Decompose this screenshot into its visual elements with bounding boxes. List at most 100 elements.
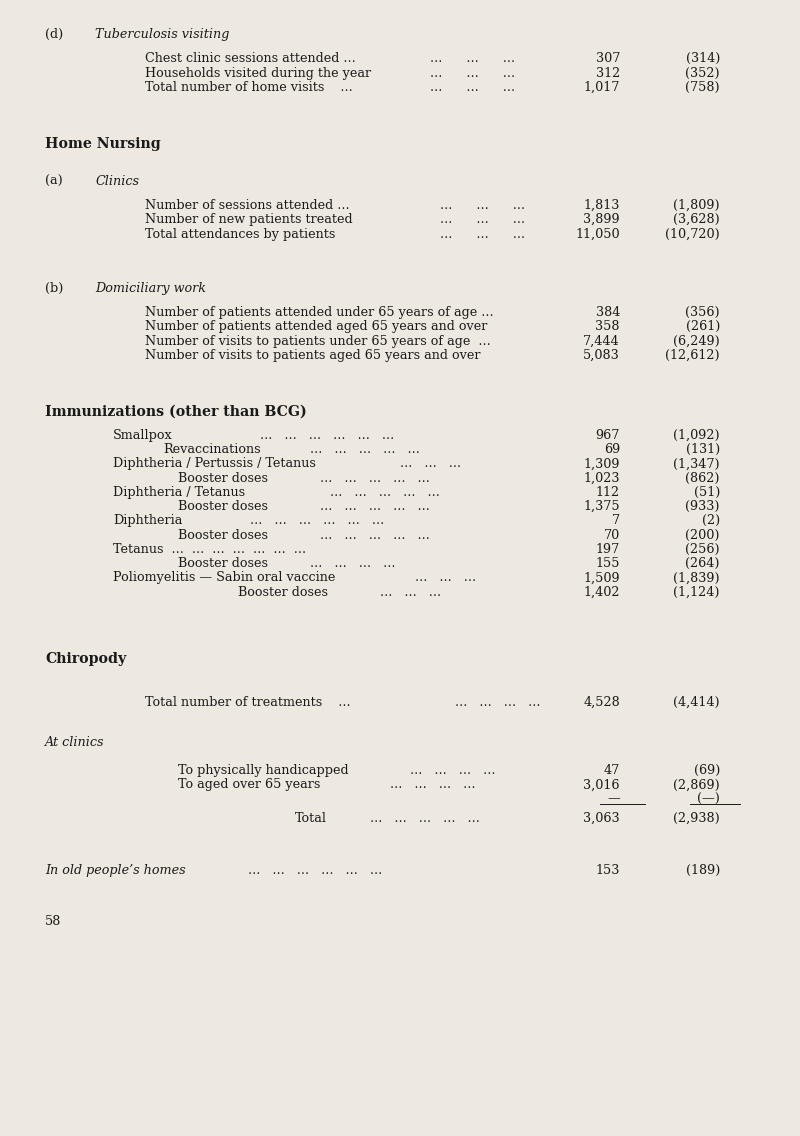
Text: Booster doses: Booster doses bbox=[178, 500, 268, 513]
Text: ...      ...      ...: ... ... ... bbox=[430, 67, 515, 80]
Text: —: — bbox=[607, 793, 620, 805]
Text: Booster doses: Booster doses bbox=[178, 557, 268, 570]
Text: Immunizations (other than BCG): Immunizations (other than BCG) bbox=[45, 406, 306, 419]
Text: (3,628): (3,628) bbox=[674, 214, 720, 226]
Text: (933): (933) bbox=[686, 500, 720, 513]
Text: 3,899: 3,899 bbox=[583, 214, 620, 226]
Text: (758): (758) bbox=[686, 81, 720, 94]
Text: (1,092): (1,092) bbox=[674, 428, 720, 442]
Text: (2,869): (2,869) bbox=[674, 778, 720, 792]
Text: In old people’s homes: In old people’s homes bbox=[45, 864, 186, 877]
Text: Number of visits to patients under 65 years of age  ...: Number of visits to patients under 65 ye… bbox=[145, 334, 490, 348]
Text: Diphtheria: Diphtheria bbox=[113, 515, 182, 527]
Text: (69): (69) bbox=[694, 765, 720, 777]
Text: (4,414): (4,414) bbox=[674, 695, 720, 709]
Text: Households visited during the year: Households visited during the year bbox=[145, 67, 371, 80]
Text: (2,938): (2,938) bbox=[674, 812, 720, 825]
Text: 1,309: 1,309 bbox=[583, 458, 620, 470]
Text: 1,017: 1,017 bbox=[584, 81, 620, 94]
Text: Tuberculosis visiting: Tuberculosis visiting bbox=[95, 28, 230, 41]
Text: Revaccinations: Revaccinations bbox=[163, 443, 261, 456]
Text: ...   ...   ...   ...   ...: ... ... ... ... ... bbox=[320, 471, 430, 485]
Text: Diphtheria / Tetanus: Diphtheria / Tetanus bbox=[113, 486, 245, 499]
Text: 11,050: 11,050 bbox=[575, 227, 620, 241]
Text: Clinics: Clinics bbox=[95, 175, 139, 187]
Text: 3,016: 3,016 bbox=[583, 778, 620, 792]
Text: Total attendances by patients: Total attendances by patients bbox=[145, 227, 335, 241]
Text: Booster doses: Booster doses bbox=[178, 471, 268, 485]
Text: 1,813: 1,813 bbox=[584, 199, 620, 212]
Text: ...   ...   ...   ...   ...: ... ... ... ... ... bbox=[310, 443, 420, 456]
Text: 7: 7 bbox=[612, 515, 620, 527]
Text: (51): (51) bbox=[694, 486, 720, 499]
Text: 3,063: 3,063 bbox=[583, 812, 620, 825]
Text: 155: 155 bbox=[595, 557, 620, 570]
Text: 153: 153 bbox=[596, 864, 620, 877]
Text: 384: 384 bbox=[596, 306, 620, 319]
Text: (1,124): (1,124) bbox=[674, 586, 720, 599]
Text: ...   ...   ...   ...   ...   ...: ... ... ... ... ... ... bbox=[260, 428, 394, 442]
Text: (261): (261) bbox=[686, 320, 720, 333]
Text: 4,528: 4,528 bbox=[583, 695, 620, 709]
Text: (352): (352) bbox=[686, 67, 720, 80]
Text: 1,402: 1,402 bbox=[583, 586, 620, 599]
Text: (b): (b) bbox=[45, 282, 63, 294]
Text: Number of new patients treated: Number of new patients treated bbox=[145, 214, 353, 226]
Text: ...   ...   ...   ...   ...: ... ... ... ... ... bbox=[330, 486, 440, 499]
Text: (200): (200) bbox=[686, 528, 720, 542]
Text: ...   ...   ...: ... ... ... bbox=[400, 458, 461, 470]
Text: 112: 112 bbox=[596, 486, 620, 499]
Text: ...   ...   ...   ...: ... ... ... ... bbox=[310, 557, 395, 570]
Text: 7,444: 7,444 bbox=[583, 334, 620, 348]
Text: ...   ...   ...   ...   ...: ... ... ... ... ... bbox=[320, 528, 430, 542]
Text: Chest clinic sessions attended ...: Chest clinic sessions attended ... bbox=[145, 52, 356, 65]
Text: ...   ...   ...   ...: ... ... ... ... bbox=[390, 778, 475, 792]
Text: Total: Total bbox=[295, 812, 327, 825]
Text: (10,720): (10,720) bbox=[666, 227, 720, 241]
Text: ...      ...      ...: ... ... ... bbox=[430, 52, 515, 65]
Text: 967: 967 bbox=[596, 428, 620, 442]
Text: 47: 47 bbox=[604, 765, 620, 777]
Text: (131): (131) bbox=[686, 443, 720, 456]
Text: To physically handicapped: To physically handicapped bbox=[178, 765, 349, 777]
Text: Number of sessions attended ...: Number of sessions attended ... bbox=[145, 199, 350, 212]
Text: (a): (a) bbox=[45, 175, 62, 187]
Text: Number of patients attended under 65 years of age ...: Number of patients attended under 65 yea… bbox=[145, 306, 494, 319]
Text: 358: 358 bbox=[595, 320, 620, 333]
Text: 1,023: 1,023 bbox=[583, 471, 620, 485]
Text: Tetanus  ...  ...  ...  ...  ...  ...  ...: Tetanus ... ... ... ... ... ... ... bbox=[113, 543, 306, 556]
Text: 197: 197 bbox=[596, 543, 620, 556]
Text: 1,509: 1,509 bbox=[583, 571, 620, 584]
Text: Number of patients attended aged 65 years and over: Number of patients attended aged 65 year… bbox=[145, 320, 487, 333]
Text: ...      ...      ...: ... ... ... bbox=[440, 214, 525, 226]
Text: Booster doses: Booster doses bbox=[178, 528, 268, 542]
Text: (d): (d) bbox=[45, 28, 63, 41]
Text: Total number of home visits    ...: Total number of home visits ... bbox=[145, 81, 353, 94]
Text: ...   ...   ...   ...   ...: ... ... ... ... ... bbox=[320, 500, 430, 513]
Text: (256): (256) bbox=[686, 543, 720, 556]
Text: (264): (264) bbox=[686, 557, 720, 570]
Text: (2): (2) bbox=[702, 515, 720, 527]
Text: Total number of treatments    ...: Total number of treatments ... bbox=[145, 695, 350, 709]
Text: (1,347): (1,347) bbox=[674, 458, 720, 470]
Text: ...   ...   ...   ...   ...   ...: ... ... ... ... ... ... bbox=[248, 864, 382, 877]
Text: 307: 307 bbox=[596, 52, 620, 65]
Text: (356): (356) bbox=[686, 306, 720, 319]
Text: (189): (189) bbox=[686, 864, 720, 877]
Text: (12,612): (12,612) bbox=[666, 349, 720, 361]
Text: ...   ...   ...   ...: ... ... ... ... bbox=[410, 765, 495, 777]
Text: Chiropody: Chiropody bbox=[45, 652, 126, 666]
Text: 70: 70 bbox=[604, 528, 620, 542]
Text: Diphtheria / Pertussis / Tetanus: Diphtheria / Pertussis / Tetanus bbox=[113, 458, 316, 470]
Text: 1,375: 1,375 bbox=[583, 500, 620, 513]
Text: At clinics: At clinics bbox=[45, 736, 105, 749]
Text: ...      ...      ...: ... ... ... bbox=[440, 199, 525, 212]
Text: (1,809): (1,809) bbox=[674, 199, 720, 212]
Text: ...   ...   ...   ...   ...: ... ... ... ... ... bbox=[370, 812, 480, 825]
Text: Smallpox: Smallpox bbox=[113, 428, 173, 442]
Text: 5,083: 5,083 bbox=[583, 349, 620, 361]
Text: ...      ...      ...: ... ... ... bbox=[430, 81, 515, 94]
Text: ...      ...      ...: ... ... ... bbox=[440, 227, 525, 241]
Text: To aged over 65 years: To aged over 65 years bbox=[178, 778, 320, 792]
Text: Domiciliary work: Domiciliary work bbox=[95, 282, 206, 294]
